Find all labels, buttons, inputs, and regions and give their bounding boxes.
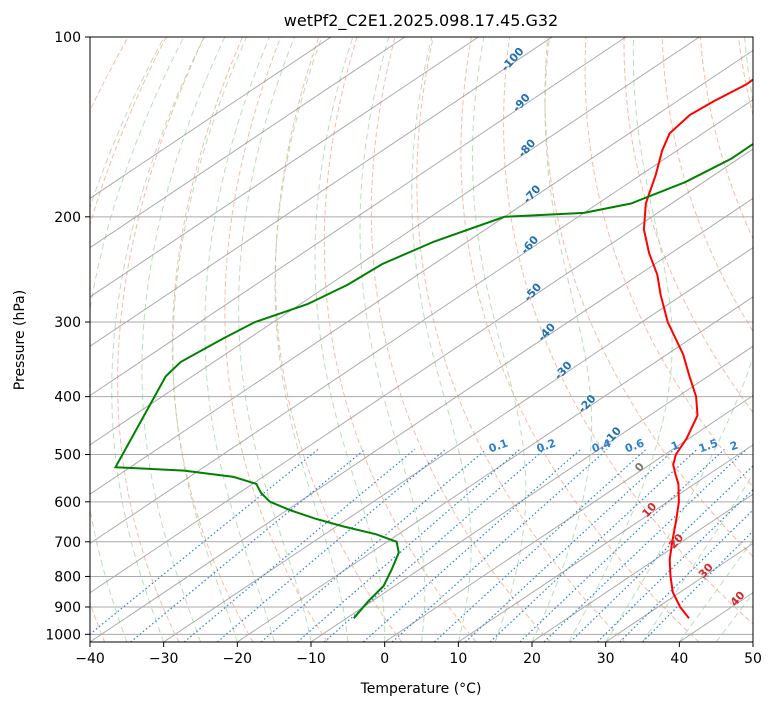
mixing-ratio-line	[596, 489, 753, 642]
isotherm-line	[90, 37, 627, 397]
x-axis-title: Temperature (°C)	[360, 681, 482, 697]
dry-adiabat-line	[699, 37, 753, 240]
dry-adiabat-line	[275, 37, 403, 642]
mixing-ratio-label: 1.5	[697, 437, 720, 456]
dry-adiabat-line	[460, 37, 700, 642]
x-tick-label: 30	[597, 651, 615, 667]
mixing-ratio-label: 0.1	[487, 437, 510, 456]
x-axis: −40 −30 −20 −10 0 10 20 30 40 50	[75, 642, 762, 667]
y-tick-label: 700	[54, 535, 81, 551]
isotherm-line	[237, 296, 753, 642]
y-tick-label: 600	[54, 495, 81, 511]
y-tick-label: 200	[54, 210, 81, 226]
mixing-ratio-line	[297, 448, 521, 642]
x-tick-label: −40	[75, 651, 105, 667]
dry-adiabat-line	[117, 37, 205, 642]
isotherm-line	[90, 37, 553, 347]
moist-adiabat-line	[642, 473, 753, 642]
dry-adiabat-line	[323, 37, 477, 642]
mixing-ratio-label: 1	[669, 439, 681, 454]
isotherm-line	[531, 493, 753, 642]
isotherm-line	[90, 99, 753, 545]
moist-adiabat-line	[678, 538, 753, 642]
y-axis: 100 200 300 400 500 600 700 800 900 1000	[45, 30, 90, 643]
mixing-ratio-label: 2	[728, 439, 740, 454]
mixing-ratio-line	[519, 448, 725, 642]
x-tick-label: 10	[449, 651, 467, 667]
dewpoint-line	[113, 142, 753, 619]
isotherm-line	[310, 345, 753, 642]
dry-adiabat-line	[171, 37, 254, 642]
x-tick-label: −30	[149, 651, 179, 667]
y-tick-label: 800	[54, 569, 81, 585]
mixing-ratio-line	[619, 509, 753, 642]
moist-adiabat-line	[531, 37, 593, 642]
isotherm-line	[90, 37, 406, 249]
mixing-ratio-line	[642, 530, 753, 642]
y-tick-label: 400	[54, 390, 81, 406]
moist-adiabat-line	[111, 37, 205, 642]
isotherm-line	[384, 394, 753, 642]
moist-adiabat-line	[411, 37, 472, 642]
chart-title: wetPf2_C2E1.2025.098.17.45.G32	[284, 11, 558, 31]
isotherms	[90, 37, 753, 642]
y-tick-label: 100	[54, 30, 81, 46]
y-tick-label: 300	[54, 315, 81, 331]
moist-adiabat-line	[204, 37, 275, 642]
x-tick-label: 50	[744, 651, 762, 667]
moist-adiabat-line	[172, 37, 247, 642]
mixing-ratio-line	[183, 448, 416, 642]
temperature-line	[642, 78, 753, 619]
dry-adiabat-line	[416, 37, 625, 642]
dry-adiabats	[90, 37, 753, 642]
mixing-ratio-line	[217, 448, 446, 642]
x-tick-label: −10	[296, 651, 326, 667]
x-tick-label: 20	[523, 651, 541, 667]
plot-frame	[89, 36, 754, 643]
moist-adiabat-line	[715, 592, 753, 642]
y-tick-label: 500	[54, 448, 81, 464]
x-tick-label: 0	[380, 651, 389, 667]
moist-adiabat-line	[274, 37, 349, 642]
mixing-ratio-line	[130, 448, 366, 642]
moist-adiabat-line	[314, 37, 386, 642]
mixing-ratio-line	[363, 448, 582, 642]
mixing-ratio-line	[260, 448, 487, 642]
mixing-ratio-line	[90, 448, 319, 635]
isotherm-line	[90, 37, 332, 199]
mixing-ratio-lines	[90, 448, 753, 642]
x-tick-label: −20	[223, 651, 253, 667]
mixing-ratio-label: 0.6	[623, 436, 646, 455]
mixing-ratio-label: 0.2	[535, 437, 558, 456]
sounding-series	[113, 78, 753, 619]
mixing-ratio-label: 0.4	[590, 436, 613, 455]
moist-adiabat-line	[141, 37, 226, 642]
annotations: -100-90-80-70-60-50-40-30-20-10010203040…	[487, 45, 748, 609]
isotherm-line	[90, 148, 753, 594]
isotherm-line	[163, 247, 753, 642]
isobars	[90, 37, 753, 635]
dry-adiabat-line	[544, 37, 753, 558]
moist-adiabat-line	[605, 37, 753, 642]
dry-adiabat-line	[370, 37, 551, 642]
moist-adiabat-line	[359, 37, 426, 642]
mixing-ratio-line	[569, 465, 753, 642]
isotherm-line	[90, 37, 479, 298]
dry-adiabat-line	[224, 37, 328, 642]
y-axis-title: Pressure (hPa)	[12, 290, 28, 390]
isotherm-line	[90, 197, 753, 642]
moist-adiabat-line	[568, 37, 673, 642]
x-tick-label: 40	[670, 651, 688, 667]
isotherm-line	[458, 444, 753, 642]
isotherm-line	[90, 49, 753, 495]
dry-adiabat-line	[661, 37, 753, 333]
mixing-ratio-line	[433, 448, 647, 642]
y-tick-label: 900	[54, 600, 81, 616]
y-tick-label: 1000	[45, 627, 81, 643]
moist-adiabat-line	[90, 37, 185, 642]
isotherm-line	[90, 37, 700, 446]
moist-adiabat-line	[472, 37, 527, 642]
dry-adiabat-line	[584, 37, 753, 488]
